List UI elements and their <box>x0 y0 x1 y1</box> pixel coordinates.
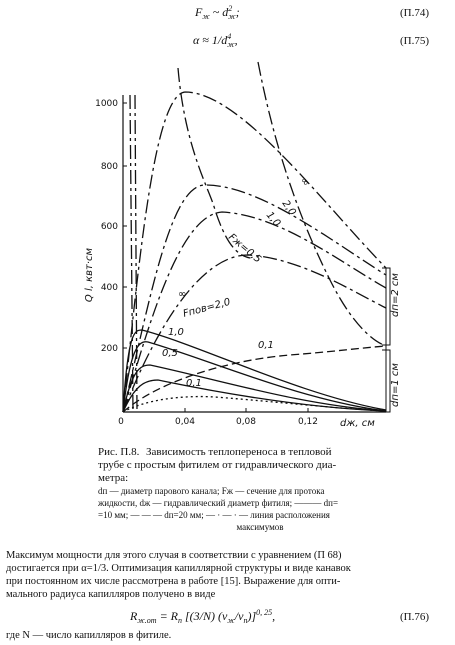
curve-label: 1,0 <box>264 210 283 229</box>
x-tick-label: 0,04 <box>175 417 195 427</box>
caption: Рис. П.8. Зависимость теплопереноса в те… <box>97 446 338 532</box>
curves <box>122 61 387 413</box>
y-tick-label: 800 <box>101 162 118 172</box>
caption-line: метра: <box>98 472 128 484</box>
y-tick-label: 200 <box>101 344 118 354</box>
legend-line: =10 мм; — — — dп=20 мм; — · — · — линия … <box>98 510 330 520</box>
curve-label: ∞ <box>298 175 312 188</box>
curve-label: 0,1 <box>258 340 274 351</box>
y-tick-label: 1000 <box>95 99 118 109</box>
body-line: достигается при α=1/3. Оптимизация капил… <box>6 563 352 574</box>
y-tick-label: 400 <box>101 283 118 293</box>
footer-line: где N — число капилляров в фитиле. <box>6 630 171 641</box>
legend-line: максимумов <box>236 522 283 532</box>
formula-number: (П.76) <box>400 611 429 623</box>
x-tick-label: 0 <box>118 417 124 427</box>
curve-label: Fпов=2,0 <box>182 297 232 320</box>
formula: Rж.от = Rп [(3/N) (νж/νп)]0, 25, <box>129 608 275 625</box>
curve-label: Fж=0,5 <box>226 232 263 266</box>
formula-number: (П.74) <box>400 7 429 19</box>
bracket-label: dп=1 см <box>390 363 401 407</box>
curve-label: 0,5 <box>162 348 178 359</box>
curve-label: 0,1 <box>186 378 202 389</box>
formula-number: (П.75) <box>400 35 429 47</box>
caption-line: трубе с простым фитилем от гидравлическо… <box>98 459 337 471</box>
body-line: Максимум мощности для этого случая в соо… <box>6 550 342 561</box>
formula: α ≈ 1/d4 ж, <box>193 32 238 49</box>
caption-line: Зависимость теплопереноса в тепловой <box>146 446 332 458</box>
x-axis-label: dж, см <box>340 418 375 429</box>
legend-line: жидкости, dж — гидравлический диаметр фи… <box>97 498 338 508</box>
curve-label: ∞ <box>178 289 186 300</box>
figure: 1000 800 600 400 200 0 0,04 0,08 0,12 dж… <box>84 61 401 429</box>
x-tick-label: 0,12 <box>298 417 318 427</box>
legend-line: dп — диаметр парового канала; Fж — сечен… <box>98 486 324 496</box>
bracket-label: dп=2 см <box>390 273 401 317</box>
curve-label: 1,0 <box>168 327 184 338</box>
curve-label: 2,0 <box>280 198 298 217</box>
y-axis-label: Q l, квт·см <box>84 247 95 302</box>
body: Максимум мощности для этого случая в соо… <box>6 550 352 600</box>
y-tick-label: 600 <box>101 222 118 232</box>
formula: Fж ~ d2 ж; <box>194 4 240 21</box>
x-tick-label: 0,08 <box>236 417 256 427</box>
caption-label: Рис. П.8. <box>98 446 140 458</box>
body-line: при постоянном их числе рассмотрена в ра… <box>6 576 341 587</box>
body-line: мального радиуса капилляров получено в в… <box>6 589 216 600</box>
